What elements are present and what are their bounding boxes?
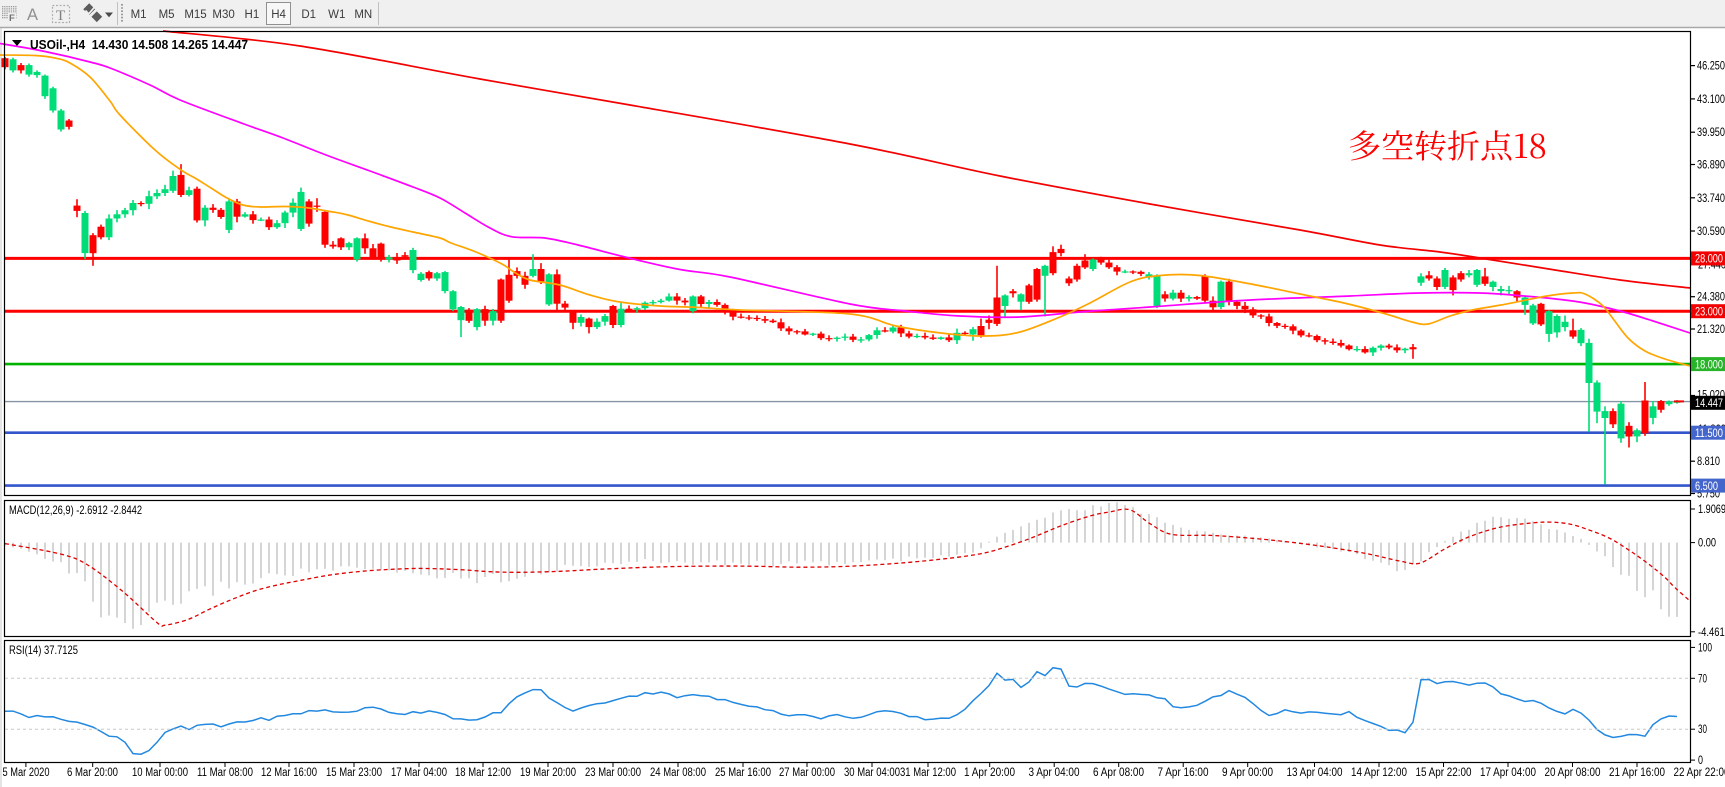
svg-text:22 Apr 22:00: 22 Apr 22:00	[1674, 767, 1725, 779]
svg-text:0.00: 0.00	[1698, 538, 1716, 550]
svg-text:39.950: 39.950	[1697, 127, 1725, 139]
svg-text:11.500: 11.500	[1695, 428, 1723, 440]
svg-text:30 Mar 04:00: 30 Mar 04:00	[844, 767, 900, 779]
svg-text:24 Mar 08:00: 24 Mar 08:00	[650, 767, 706, 779]
svg-text:W1: W1	[328, 9, 345, 21]
svg-text:11 Mar 08:00: 11 Mar 08:00	[197, 767, 253, 779]
svg-text:14 Apr 12:00: 14 Apr 12:00	[1351, 767, 1407, 779]
svg-text:10 Mar 00:00: 10 Mar 00:00	[132, 767, 188, 779]
svg-text:21 Apr 16:00: 21 Apr 16:00	[1609, 767, 1665, 779]
svg-text:-4.4614: -4.4614	[1698, 627, 1725, 639]
svg-text:27 Mar 00:00: 27 Mar 00:00	[779, 767, 835, 779]
svg-text:31 Mar 12:00: 31 Mar 12:00	[900, 767, 956, 779]
svg-text:46.250: 46.250	[1697, 61, 1725, 73]
svg-text:T: T	[56, 8, 65, 24]
svg-text:23 Mar 00:00: 23 Mar 00:00	[585, 767, 641, 779]
svg-text:7 Apr 16:00: 7 Apr 16:00	[1158, 767, 1209, 779]
svg-text:15 Mar 23:00: 15 Mar 23:00	[326, 767, 382, 779]
svg-text:H4: H4	[271, 9, 286, 21]
svg-text:6.500: 6.500	[1695, 481, 1718, 493]
svg-text:100: 100	[1698, 642, 1712, 654]
svg-text:H1: H1	[245, 9, 260, 21]
svg-text:17 Apr 04:00: 17 Apr 04:00	[1480, 767, 1536, 779]
svg-text:12 Mar 16:00: 12 Mar 16:00	[261, 767, 317, 779]
svg-text:18 Mar 12:00: 18 Mar 12:00	[455, 767, 511, 779]
svg-text:43.100: 43.100	[1697, 94, 1725, 106]
svg-text:8.810: 8.810	[1697, 456, 1720, 468]
svg-text:1 Apr 20:00: 1 Apr 20:00	[964, 767, 1015, 779]
svg-text:9 Apr 00:00: 9 Apr 00:00	[1222, 767, 1273, 779]
svg-text:6 Mar 20:00: 6 Mar 20:00	[67, 767, 118, 779]
svg-text:M5: M5	[159, 9, 175, 21]
svg-text:24.380: 24.380	[1697, 292, 1725, 304]
svg-text:RSI(14) 37.7125: RSI(14) 37.7125	[9, 643, 78, 657]
svg-text:17 Mar 04:00: 17 Mar 04:00	[391, 767, 447, 779]
svg-text:M15: M15	[184, 9, 206, 21]
svg-text:18.000: 18.000	[1695, 359, 1723, 371]
svg-text:A: A	[27, 6, 38, 24]
svg-text:3 Apr 04:00: 3 Apr 04:00	[1029, 767, 1080, 779]
svg-text:21.320: 21.320	[1697, 324, 1725, 336]
svg-text:33.740: 33.740	[1697, 193, 1725, 205]
svg-text:MACD(12,26,9) -2.6912 -2.8442: MACD(12,26,9) -2.6912 -2.8442	[9, 503, 142, 517]
svg-text:28.000: 28.000	[1695, 254, 1723, 266]
svg-text:0: 0	[1698, 755, 1703, 767]
svg-text:20 Apr 08:00: 20 Apr 08:00	[1545, 767, 1601, 779]
svg-text:F: F	[9, 13, 15, 24]
svg-text:25 Mar 16:00: 25 Mar 16:00	[715, 767, 771, 779]
svg-text:30: 30	[1698, 724, 1707, 736]
svg-text:6 Apr 08:00: 6 Apr 08:00	[1093, 767, 1144, 779]
svg-text:36.890: 36.890	[1697, 160, 1725, 172]
svg-text:30.590: 30.590	[1697, 226, 1725, 238]
svg-text:M1: M1	[131, 9, 147, 21]
svg-text:MN: MN	[354, 9, 372, 21]
svg-text:15 Apr 22:00: 15 Apr 22:00	[1416, 767, 1472, 779]
svg-text:1.9069: 1.9069	[1698, 504, 1725, 516]
svg-text:M30: M30	[212, 9, 234, 21]
svg-text:USOil-,H4 14.430 14.508 14.26: USOil-,H4 14.430 14.508 14.265 14.447	[30, 38, 248, 52]
svg-text:5 Mar 2020: 5 Mar 2020	[3, 767, 50, 779]
svg-text:D1: D1	[301, 9, 316, 21]
svg-text:13 Apr 04:00: 13 Apr 04:00	[1287, 767, 1343, 779]
svg-text:19 Mar 20:00: 19 Mar 20:00	[520, 767, 576, 779]
svg-text:14.447: 14.447	[1695, 398, 1723, 410]
svg-text:70: 70	[1698, 673, 1707, 685]
svg-text:23.000: 23.000	[1695, 306, 1723, 318]
